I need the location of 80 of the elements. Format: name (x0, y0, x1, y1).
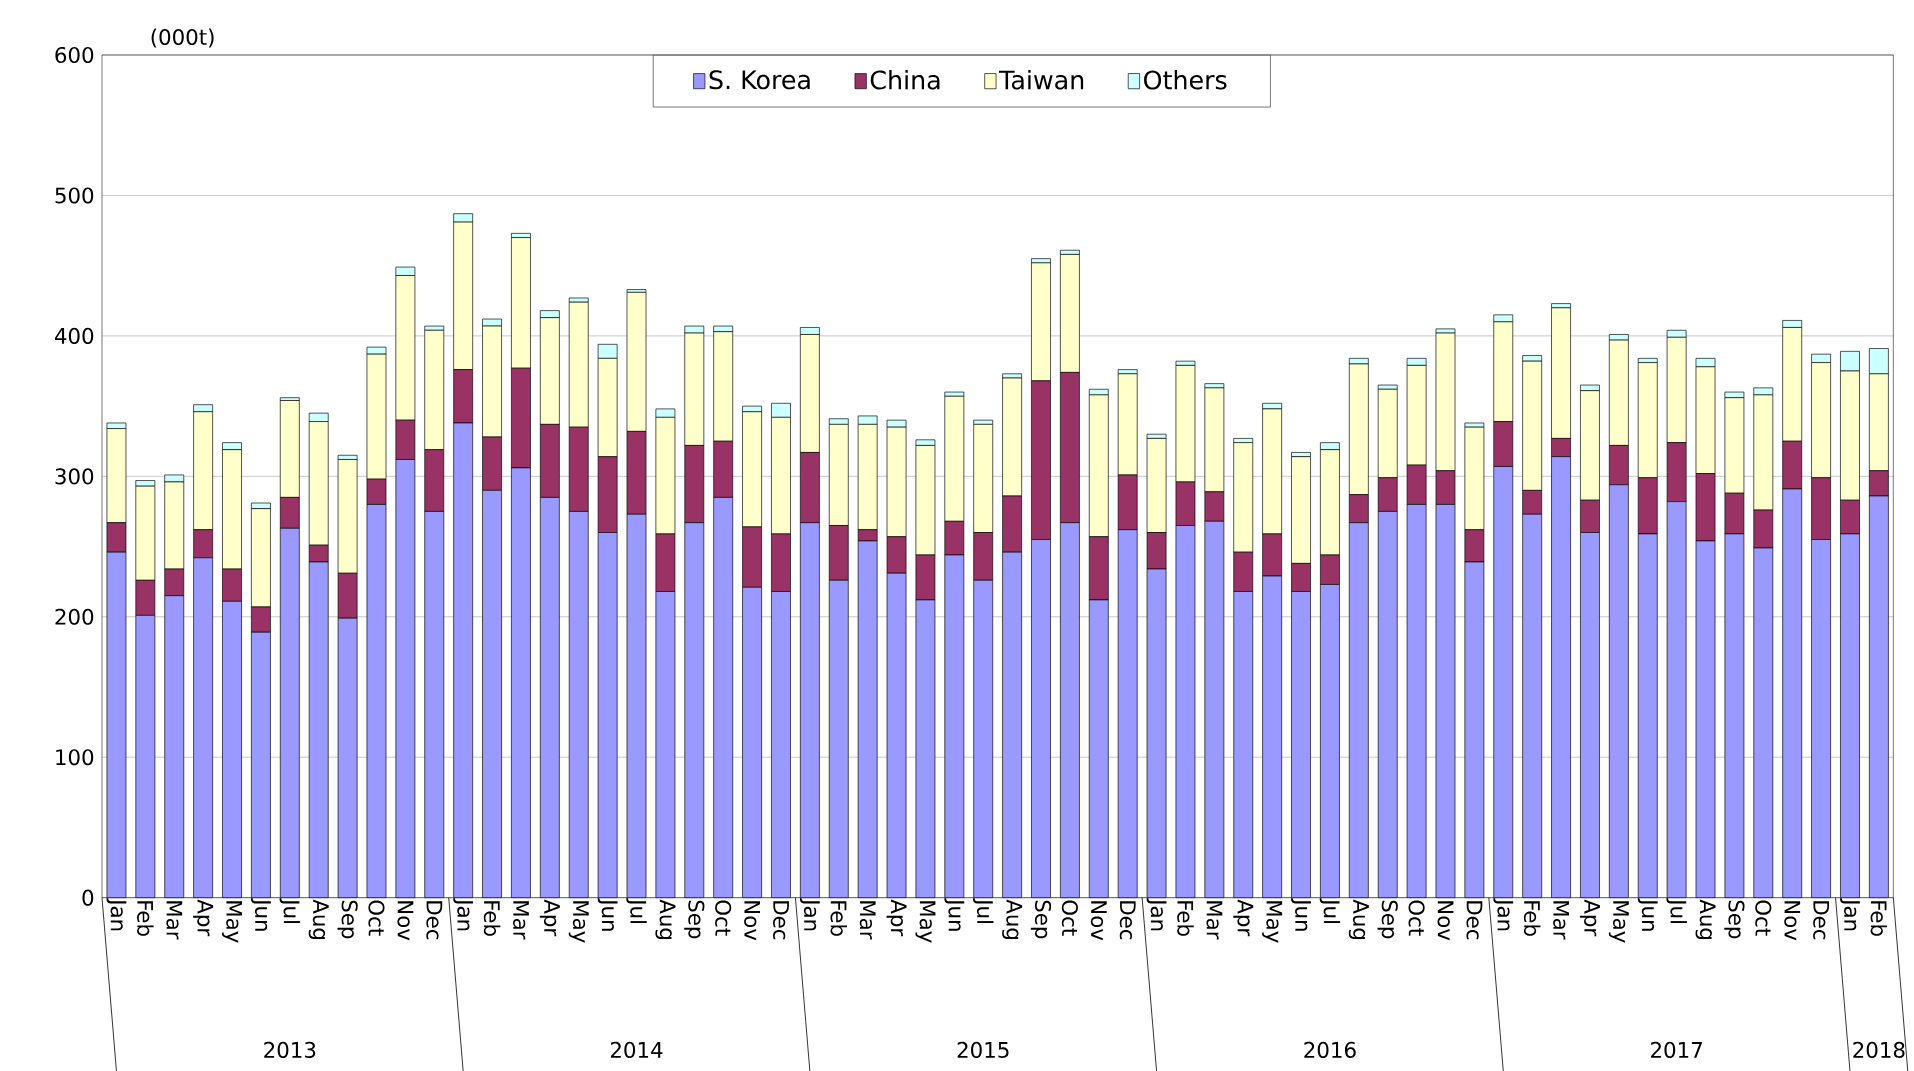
x-tick-label: Aug (308, 899, 329, 939)
x-tick-label: Sep (684, 900, 705, 939)
x-tick-label: Dec (1813, 901, 1830, 940)
x-tick-label: Mar (166, 901, 183, 940)
x-tick-label: Jun (944, 897, 965, 931)
x-tick-label: Feb (137, 901, 154, 936)
x-tick-label: Aug (1002, 899, 1023, 939)
text: 2017 (1651, 1041, 1702, 1058)
x-tick-label: Aug (655, 899, 676, 939)
x-tick-label: Nov (744, 901, 761, 941)
x-tick-label: Sep (1377, 900, 1398, 939)
legend-label: China (870, 69, 940, 90)
y-tick-label: 200 (55, 608, 94, 625)
x-tick-label: May (222, 901, 243, 943)
x-tick-label: Aug (1348, 899, 1369, 939)
x-tick-label: Oct (715, 900, 732, 936)
x-tick-label: Dec (426, 901, 443, 940)
y-tick-label: 0 (82, 889, 94, 906)
x-tick-label: Nov (1090, 901, 1107, 941)
text: 2014 (610, 1041, 663, 1058)
x-tick-label: Sep (1724, 900, 1745, 939)
x-tick-label: Apr (1579, 899, 1600, 936)
y-tick-label: 100 (56, 748, 94, 766)
x-tick-label: Nov (1437, 901, 1454, 941)
y-tick-label: 300 (55, 468, 94, 485)
legend-label: Others (1144, 69, 1227, 90)
x-tick-label: Jun (1291, 897, 1311, 931)
x-tick-label: Jul (1666, 897, 1687, 923)
x-tick-label: Apr (193, 899, 214, 936)
x-tick-label: Sep (337, 900, 358, 939)
x-tick-label: Jul (1319, 897, 1341, 923)
legend-label: S. Korea (709, 69, 810, 90)
x-tick-label: Feb (483, 901, 501, 936)
y-tick-label: 500 (55, 187, 94, 204)
x-tick-label: Mar (513, 901, 529, 940)
text: 2018 (1853, 1041, 1905, 1058)
x-tick-label: Mar (1553, 901, 1569, 940)
x-tick-label: Mar (1206, 901, 1223, 940)
x-tick-label: Nov (1784, 901, 1801, 941)
y-axis-title: (000t) (151, 28, 214, 48)
x-tick-label: Oct (1755, 900, 1772, 936)
x-tick-label: Jun (251, 897, 271, 931)
x-tick-label: Apr (886, 899, 907, 936)
x-tick-label: Jul (626, 897, 647, 923)
x-tick-label: Jan (106, 897, 127, 931)
x-tick-label: Jan (453, 897, 474, 931)
x-tick-label: Sep (1030, 900, 1052, 939)
x-tick-label: Mar (859, 901, 876, 940)
x-tick-label: Feb (1523, 901, 1541, 936)
x-tick-label: Dec (1119, 901, 1136, 940)
x-tick-label: May (568, 901, 589, 943)
x-tick-label: Feb (830, 901, 848, 936)
x-tick-label: Jan (799, 897, 820, 931)
x-tick-label: Jul (972, 897, 994, 923)
x-tick-label: Apr (539, 899, 560, 936)
y-tick-label: 400 (54, 327, 94, 344)
x-tick-label: Oct (368, 900, 385, 936)
y-tick-label: 600 (55, 46, 94, 63)
x-tick-label: Dec (1466, 901, 1483, 940)
x-tick-label: Dec (773, 901, 789, 940)
x-tick-label: Oct (1061, 900, 1078, 936)
text: 2013 (264, 1041, 316, 1058)
x-tick-label: Nov (397, 901, 414, 941)
x-tick-label: Feb (1177, 901, 1194, 936)
x-tick-label: Jan (1840, 897, 1860, 931)
x-tick-label: Apr (1233, 899, 1254, 936)
x-tick-label: Jul (279, 897, 301, 923)
x-tick-label: May (1262, 901, 1283, 943)
x-tick-label: Jun (597, 897, 618, 931)
x-tick-label: Oct (1408, 900, 1425, 936)
x-tick-label: May (915, 901, 936, 943)
x-tick-label: May (1608, 901, 1629, 943)
x-tick-label: Jan (1493, 897, 1514, 931)
text: 2016 (1304, 1041, 1356, 1058)
x-tick-label: Feb (1870, 901, 1888, 936)
x-tick-label: Jan (1146, 897, 1167, 931)
legend-label: Taiwan (999, 69, 1084, 90)
x-tick-label: Jun (1637, 897, 1658, 931)
text: 2015 (957, 1041, 1009, 1058)
x-tick-label: Aug (1695, 899, 1716, 939)
